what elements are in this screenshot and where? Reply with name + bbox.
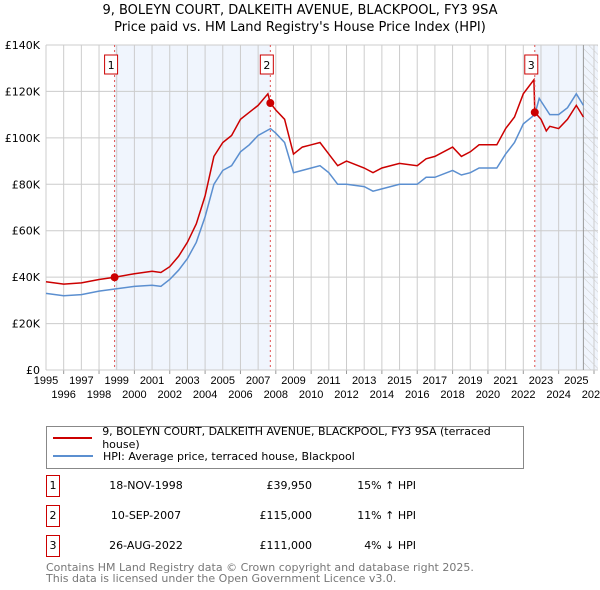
hpi-line: [45, 92, 585, 297]
chart-subtitle: Price paid vs. HM Land Registry's House …: [114, 20, 486, 35]
x-tick-label: 1999: [104, 375, 128, 387]
x-tick-label: 2000: [122, 389, 146, 401]
hpi-diff: 11% ↑ HPI: [357, 509, 416, 522]
x-tick-label: 2011: [317, 375, 341, 387]
x-tick-label: 2010: [299, 389, 323, 401]
x-tick-label: 2019: [458, 375, 482, 387]
x-tick-label: 2009: [281, 375, 305, 387]
x-tick-label: 2022: [511, 389, 535, 401]
x-tick-label: 2015: [387, 375, 411, 387]
y-tick-label: £60K: [12, 225, 41, 238]
table-row: 1 18-NOV-1998 £39,950 15% ↑ HPI: [46, 475, 446, 497]
legend-label-hpi: HPI: Average price, terraced house, Blac…: [103, 449, 355, 463]
forecast-hatch: [583, 45, 598, 370]
x-tick-label: 2008: [264, 389, 288, 401]
y-tick-label: £40K: [12, 271, 41, 284]
legend-label-property: 9, BOLEYN COURT, DALKEITH AVENUE, BLACKP…: [102, 425, 491, 451]
x-tick-label: 1996: [51, 389, 75, 401]
marker-badge: 2: [46, 505, 60, 527]
x-tick-label: 2005: [211, 375, 235, 387]
x-tick-label: 2014: [370, 389, 394, 401]
hpi-diff: 4% ↓ HPI: [364, 539, 416, 552]
x-tick-label: 2021: [493, 375, 517, 387]
legend: 9, BOLEYN COURT, DALKEITH AVENUE, BLACKP…: [46, 425, 524, 469]
chart-title: 9, BOLEYN COURT, DALKEITH AVENUE, BLACKP…: [102, 3, 498, 18]
hpi-diff: 15% ↑ HPI: [357, 479, 416, 492]
legend-red-line: [53, 437, 93, 439]
sale-marker-box: [524, 54, 539, 75]
legend-blue-line: [53, 455, 93, 457]
x-tick-label: 2025: [564, 375, 588, 387]
price-chart: 1995 1996 1997 1998 1999 2000 2001 2002 2003 2004…: [5, 39, 600, 401]
shaded-period-1: [114, 45, 271, 370]
y-tick-label: £140K: [5, 39, 41, 52]
x-tick-label: 2012: [334, 389, 358, 401]
table-row: 2 10-SEP-2007 £115,000 11% ↑ HPI: [46, 505, 446, 527]
sale-price: £39,950: [266, 479, 313, 492]
x-tick-label: 2018: [440, 389, 464, 401]
y-tick-label: £20K: [12, 318, 41, 331]
x-tick-label: 2016: [405, 389, 429, 401]
x-tick-label: 2024: [546, 389, 570, 401]
x-tick-label: 1998: [87, 389, 111, 401]
sale-price: £115,000: [259, 509, 313, 522]
footer-line-1: Contains HM Land Registry data © Crown c…: [46, 561, 474, 574]
table-row: 3 26-AUG-2022 £111,000 4% ↓ HPI: [46, 535, 446, 557]
x-tick-label: 2013: [352, 375, 376, 387]
sale-date: 10-SEP-2007: [110, 509, 182, 522]
marker-badge: 3: [46, 535, 60, 557]
x-tick-label: 2002: [157, 389, 181, 401]
x-tick-label: 2001: [140, 375, 164, 387]
x-tick-label: 2006: [228, 389, 252, 401]
x-tick-label: 2023: [529, 375, 553, 387]
sale-date: 26-AUG-2022: [109, 539, 183, 552]
y-tick-label: £80K: [12, 178, 41, 191]
sale-date: 18-NOV-1998: [109, 479, 183, 492]
sale-marker-box: [104, 54, 119, 75]
x-tick-label: 1995: [34, 375, 58, 387]
x-tick-label: 2007: [246, 375, 270, 387]
y-tick-label: £100K: [5, 132, 41, 145]
sale-marker-label: 2: [263, 59, 270, 72]
x-tick-label: 1997: [69, 375, 93, 387]
x-tick-label: 2004: [193, 389, 217, 401]
sale-point: [530, 108, 539, 117]
sale-point: [110, 273, 119, 282]
y-tick-label: £120K: [5, 85, 41, 98]
footer-line-2: This data is licensed under the Open Gov…: [46, 572, 397, 585]
y-tick-label: £0: [26, 364, 40, 377]
x-tick-label: 2003: [175, 375, 199, 387]
sale-marker-label: 3: [528, 59, 535, 72]
x-tick-label: 2026: [582, 389, 600, 401]
x-tick-label: 2020: [476, 389, 500, 401]
sale-marker-label: 1: [108, 59, 115, 72]
sale-marker-box: [259, 54, 274, 75]
property-price-line: [45, 77, 585, 285]
marker-badge: 1: [46, 475, 60, 497]
sale-price: £111,000: [259, 539, 313, 552]
x-tick-label: 2017: [423, 375, 447, 387]
sale-point: [266, 99, 275, 108]
